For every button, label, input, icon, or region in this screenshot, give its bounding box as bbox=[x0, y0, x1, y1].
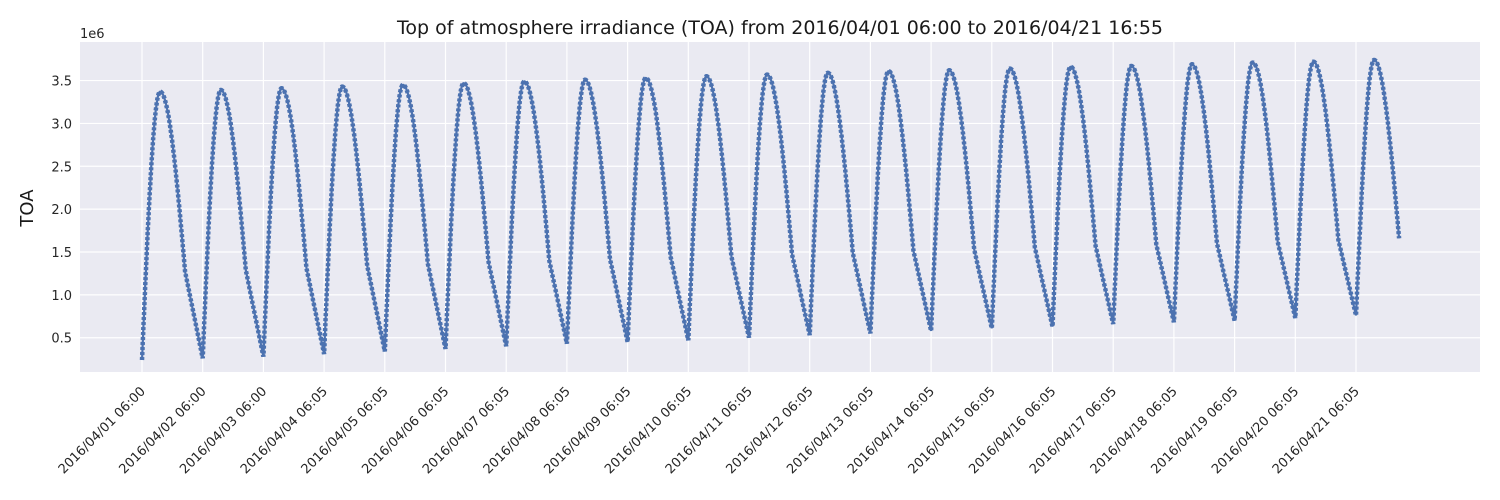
toa-markers bbox=[139, 57, 1402, 361]
y-tick-label: 1.0 bbox=[51, 289, 72, 304]
y-tick-label: 0.5 bbox=[51, 332, 72, 347]
plot-area bbox=[80, 42, 1480, 372]
y-tick-label: 1.5 bbox=[51, 246, 72, 261]
y-offset-label: 1e6 bbox=[80, 27, 105, 42]
toa-series bbox=[139, 57, 1402, 361]
y-tick-label: 2.0 bbox=[51, 203, 72, 218]
y-axis-label: TOA bbox=[17, 189, 38, 228]
chart-title: Top of atmosphere irradiance (TOA) from … bbox=[396, 17, 1163, 39]
y-tick-label: 3.0 bbox=[51, 117, 72, 132]
y-tick-label: 2.5 bbox=[51, 160, 72, 175]
y-tick-labels: 0.5 1.0 1.5 2.0 2.5 3.0 3.5 bbox=[51, 75, 72, 347]
y-tick-label: 3.5 bbox=[51, 75, 72, 90]
